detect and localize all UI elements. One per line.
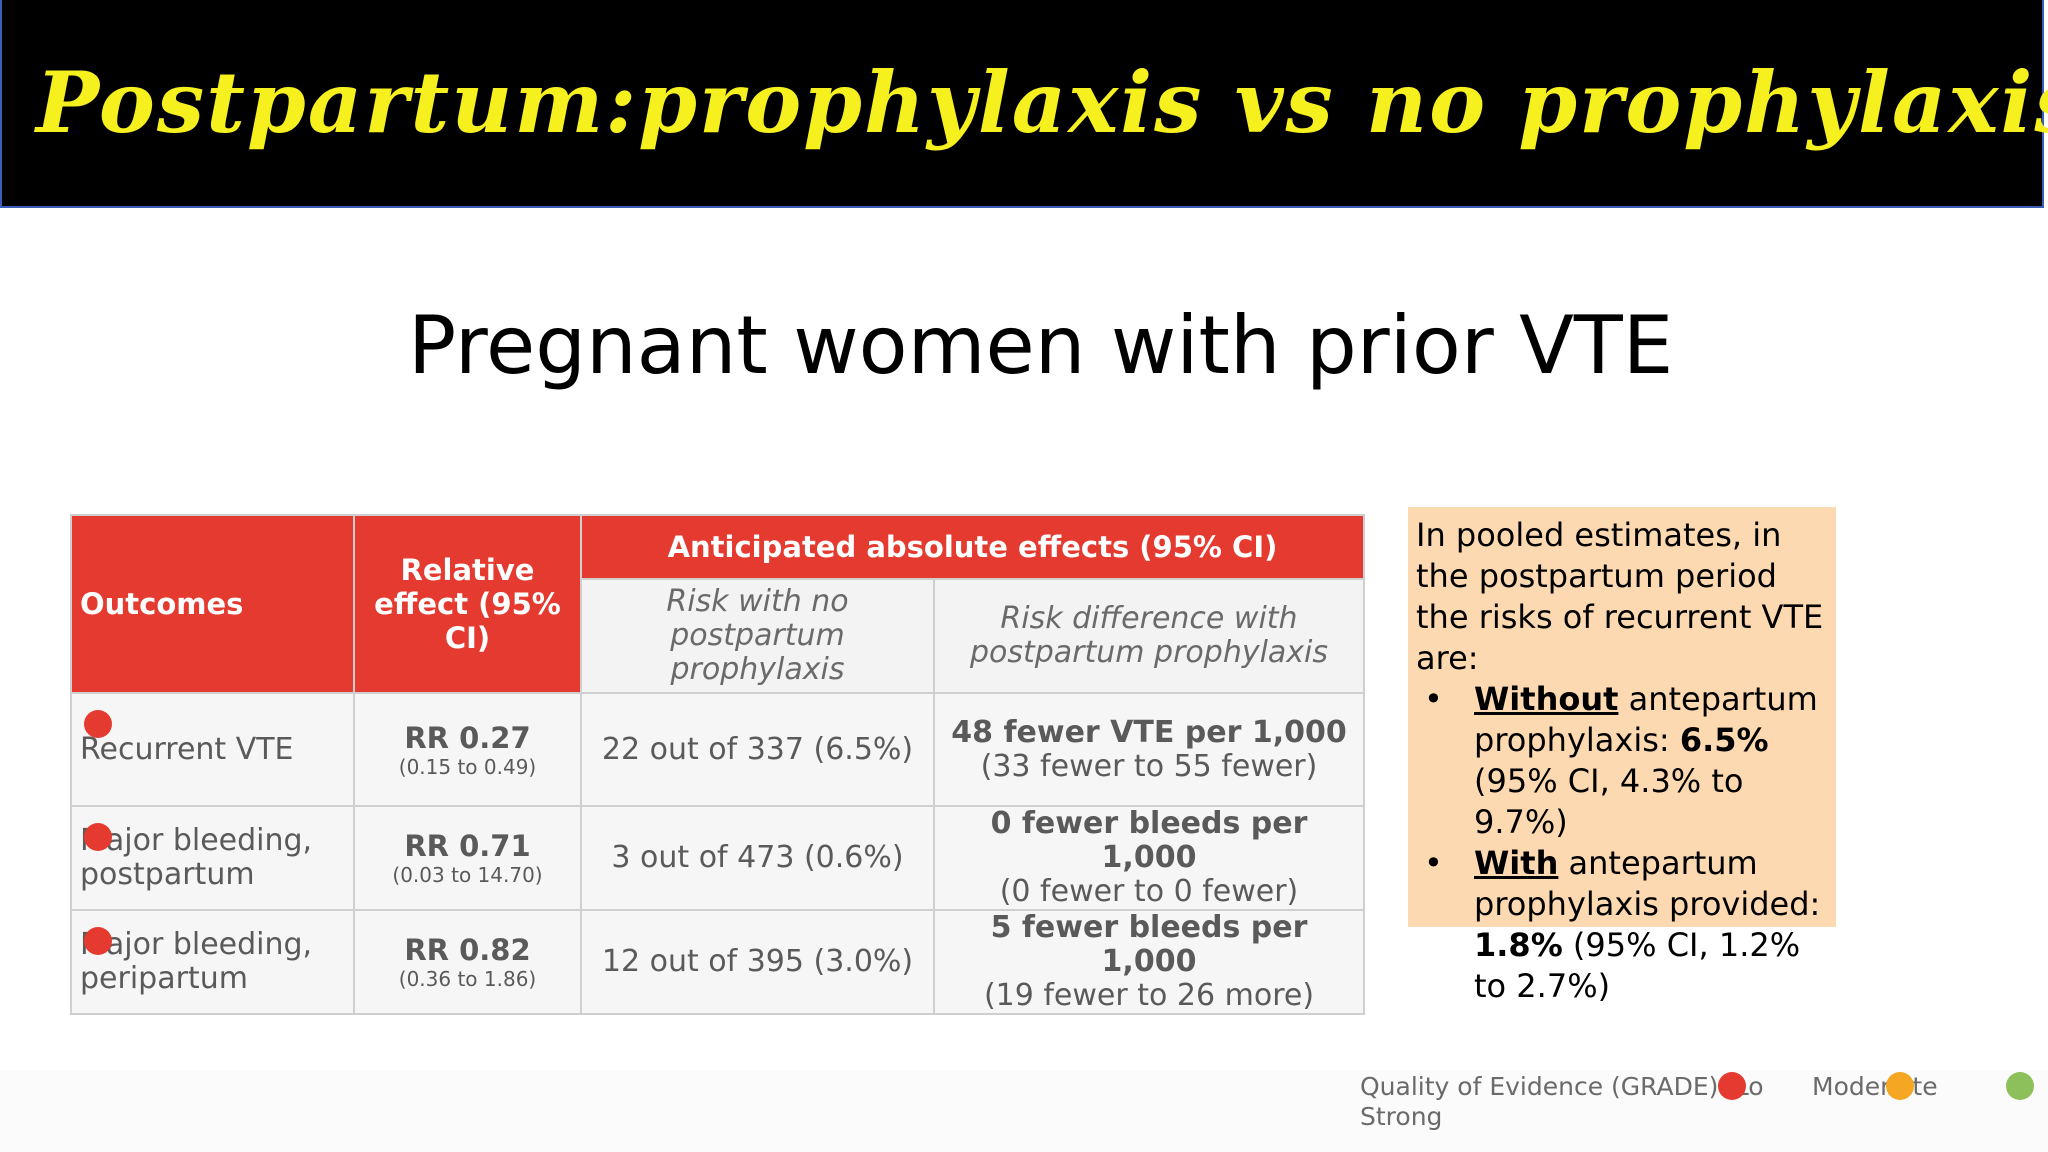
risk-diff-cell: 48 fewer VTE per 1,000 (33 fewer to 55 f… <box>933 692 1365 807</box>
rr-ci: (0.15 to 0.49) <box>398 754 537 779</box>
legend-moderate-end: te <box>1912 1072 1938 1101</box>
risk-diff-main: 0 fewer bleeds per 1,000 <box>990 806 1308 875</box>
header-relative-effect: Relative effect (95% CI) <box>353 514 582 694</box>
quality-low-dot <box>84 927 112 955</box>
outcome-cell: Major bleeding, peripartum <box>70 909 355 1015</box>
title-banner: Postpartum:prophylaxis vs no prophylaxis <box>0 0 2048 208</box>
legend-moderate-label: Moder te <box>1812 1072 1938 1102</box>
banner-title: Postpartum:prophylaxis vs no prophylaxis <box>36 53 2048 152</box>
pooled-estimates-note: In pooled estimates, in the postpartum p… <box>1408 507 1836 1005</box>
table-row: Recurrent VTE RR 0.27 (0.15 to 0.49) 22 … <box>70 692 1365 807</box>
evidence-table: Outcomes Relative effect (95% CI) Antici… <box>70 514 1365 1015</box>
legend-label: Quality of Evidence (GRADE): Lo <box>1360 1072 1764 1101</box>
bottom-bar <box>0 1070 2048 1152</box>
header-risk-no-prophylaxis: Risk with no postpartum prophylaxis <box>580 578 935 694</box>
legend-moderate-dot <box>1886 1072 1914 1100</box>
note-value: 6.5% <box>1679 721 1769 759</box>
note-item-without: Without antepartum prophylaxis: 6.5% (95… <box>1416 679 1828 843</box>
rr-value: RR 0.27 <box>404 720 531 755</box>
risk-diff-range: (33 fewer to 55 fewer) <box>980 748 1318 784</box>
risk-diff-range: (19 fewer to 26 more) <box>983 978 1315 1013</box>
legend-strong-label: Strong <box>1360 1102 1443 1131</box>
risk-no-cell: 3 out of 473 (0.6%) <box>580 805 935 911</box>
relative-effect-cell: RR 0.27 (0.15 to 0.49) <box>353 692 582 807</box>
note-text: (95% CI, 4.3% to 9.7%) <box>1474 762 1744 841</box>
note-list: Without antepartum prophylaxis: 6.5% (95… <box>1416 679 1828 1007</box>
outcome-label: Recurrent VTE <box>80 731 294 767</box>
legend-low-dot <box>1718 1072 1746 1100</box>
note-intro: In pooled estimates, in the postpartum p… <box>1416 516 1824 677</box>
legend-moderate-start: Moder <box>1812 1072 1891 1101</box>
risk-no-cell: 22 out of 337 (6.5%) <box>580 692 935 807</box>
header-outcomes: Outcomes <box>70 514 355 694</box>
slide-title: Pregnant women with prior VTE <box>408 299 1674 392</box>
risk-diff-cell: 0 fewer bleeds per 1,000 (0 fewer to 0 f… <box>933 805 1365 911</box>
rr-value: RR 0.82 <box>404 933 531 967</box>
header-risk-difference: Risk difference with postpartum prophyla… <box>933 578 1365 694</box>
legend-strong-dot <box>2006 1072 2034 1100</box>
risk-diff-main: 48 fewer VTE per 1,000 <box>951 714 1347 750</box>
risk-no-cell: 12 out of 395 (3.0%) <box>580 909 935 1015</box>
rr-value: RR 0.71 <box>404 829 531 863</box>
outcome-label: Major bleeding, postpartum <box>80 823 313 892</box>
risk-diff-cell: 5 fewer bleeds per 1,000 (19 fewer to 26… <box>933 909 1365 1015</box>
rr-ci: (0.03 to 14.70) <box>392 863 543 887</box>
risk-diff-main: 5 fewer bleeds per 1,000 <box>990 910 1308 979</box>
header-anticipated-effects: Anticipated absolute effects (95% CI) <box>580 514 1365 580</box>
relative-effect-cell: RR 0.71 (0.03 to 14.70) <box>353 805 582 911</box>
note-item-with: With antepartum prophylaxis provided: 1.… <box>1416 843 1828 1007</box>
table-row: Major bleeding, postpartum RR 0.71 (0.03… <box>70 805 1365 911</box>
risk-diff-range: (0 fewer to 0 fewer) <box>999 874 1299 909</box>
relative-effect-cell: RR 0.82 (0.36 to 1.86) <box>353 909 582 1015</box>
note-text: (95% CI, 1.2% to 2.7%) <box>1474 926 1801 1005</box>
note-lead: Without <box>1474 680 1619 718</box>
outcome-cell: Recurrent VTE <box>70 692 355 807</box>
outcome-cell: Major bleeding, postpartum <box>70 805 355 911</box>
note-text: antepartum prophylaxis provided: <box>1474 844 1821 923</box>
note-lead: With <box>1474 844 1559 882</box>
quality-low-dot <box>84 823 112 851</box>
table-row: Major bleeding, peripartum RR 0.82 (0.36… <box>70 909 1365 1015</box>
note-value: 1.8% <box>1474 926 1563 964</box>
note-text: antepartum prophylaxis: <box>1474 680 1818 759</box>
outcome-label: Major bleeding, peripartum <box>80 927 313 996</box>
rr-ci: (0.36 to 1.86) <box>398 967 537 991</box>
quality-low-dot <box>84 710 112 738</box>
